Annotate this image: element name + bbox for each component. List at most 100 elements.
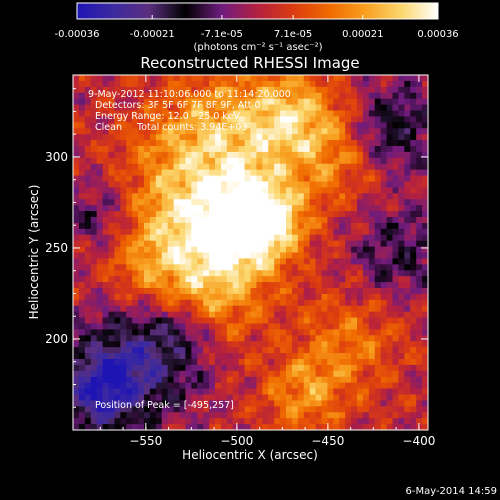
heatmap-cell bbox=[185, 370, 192, 378]
heatmap-cell bbox=[380, 98, 387, 105]
heatmap-cell bbox=[286, 305, 293, 313]
heatmap-cell bbox=[380, 406, 387, 413]
heatmap-cell bbox=[315, 217, 322, 224]
heatmap-cell bbox=[155, 181, 163, 188]
heatmap-cell bbox=[220, 282, 228, 289]
heatmap-cell bbox=[374, 86, 382, 94]
heatmap-cell bbox=[149, 288, 157, 295]
heatmap-cell bbox=[327, 228, 334, 236]
heatmap-cell bbox=[191, 104, 198, 111]
heatmap-cell bbox=[327, 175, 334, 182]
heatmap-cell bbox=[203, 341, 210, 348]
heatmap-cell bbox=[250, 412, 257, 419]
heatmap-cell bbox=[149, 406, 157, 413]
heatmap-cell bbox=[398, 187, 405, 194]
heatmap-cell bbox=[232, 293, 240, 301]
heatmap-cell bbox=[90, 86, 98, 94]
heatmap-cell bbox=[226, 282, 234, 289]
heatmap-cell bbox=[244, 80, 251, 88]
heatmap-cell bbox=[144, 424, 151, 430]
heatmap-cell bbox=[351, 412, 358, 419]
heatmap-cell bbox=[132, 234, 139, 242]
heatmap-cell bbox=[386, 311, 393, 318]
heatmap-cell bbox=[404, 134, 411, 141]
heatmap-cell bbox=[90, 282, 98, 289]
heatmap-cell bbox=[315, 75, 322, 82]
heatmap-cell bbox=[274, 128, 281, 135]
heatmap-cell bbox=[274, 98, 281, 105]
heatmap-cell bbox=[179, 157, 186, 165]
heatmap-cell bbox=[167, 394, 174, 401]
heatmap-cell bbox=[345, 193, 352, 200]
heatmap-cell bbox=[238, 376, 245, 384]
heatmap-cell bbox=[73, 163, 80, 171]
heatmap-cell bbox=[84, 305, 92, 313]
heatmap-cell bbox=[392, 412, 399, 419]
heatmap-cell bbox=[126, 217, 133, 224]
heatmap-cell bbox=[132, 293, 139, 301]
heatmap-cell bbox=[173, 347, 180, 354]
heatmap-cell bbox=[90, 169, 98, 176]
heatmap-cell bbox=[102, 222, 109, 230]
heatmap-cell bbox=[215, 140, 222, 147]
heatmap-cell bbox=[268, 92, 275, 100]
heatmap-cell bbox=[78, 140, 86, 147]
heatmap-cell bbox=[120, 270, 127, 277]
heatmap-cell bbox=[280, 80, 287, 88]
heatmap-cell bbox=[155, 169, 163, 176]
heatmap-cell bbox=[398, 258, 405, 265]
heatmap-cell bbox=[84, 80, 92, 88]
heatmap-cell bbox=[416, 211, 423, 218]
heatmap-cell bbox=[102, 424, 109, 430]
heatmap-cell bbox=[102, 323, 109, 330]
heatmap-cell bbox=[84, 418, 92, 425]
heatmap-cell bbox=[114, 128, 121, 135]
heatmap-cell bbox=[339, 359, 346, 366]
heatmap-cell bbox=[155, 199, 163, 206]
heatmap-cell bbox=[238, 258, 245, 265]
heatmap-cell bbox=[286, 341, 293, 348]
heatmap-cell bbox=[339, 329, 346, 336]
heatmap-cell bbox=[268, 246, 275, 253]
heatmap-cell bbox=[339, 418, 346, 425]
heatmap-cell bbox=[244, 299, 251, 307]
heatmap-cell bbox=[220, 323, 228, 330]
heatmap-cell bbox=[291, 317, 299, 324]
heatmap-cell bbox=[149, 424, 157, 430]
heatmap-cell bbox=[392, 193, 399, 200]
heatmap-cell bbox=[262, 75, 269, 82]
heatmap-cell bbox=[315, 187, 322, 194]
heatmap-cell bbox=[410, 252, 417, 259]
heatmap-cell bbox=[333, 418, 340, 425]
heatmap-cell bbox=[274, 406, 281, 413]
heatmap-cell bbox=[315, 412, 322, 419]
heatmap-cell bbox=[120, 193, 127, 200]
heatmap-cell bbox=[197, 181, 204, 188]
heatmap-cell bbox=[232, 199, 240, 206]
heatmap-cell bbox=[321, 181, 328, 188]
heatmap-cell bbox=[191, 388, 198, 395]
heatmap-cell bbox=[268, 122, 275, 129]
heatmap-cell bbox=[220, 364, 228, 372]
heatmap-cell bbox=[161, 353, 169, 360]
heatmap-cell bbox=[392, 276, 399, 283]
heatmap-cell bbox=[73, 134, 80, 141]
heatmap-cell bbox=[362, 199, 370, 206]
heatmap-cell bbox=[161, 270, 169, 277]
heatmap-cell bbox=[96, 199, 103, 206]
heatmap-cell bbox=[374, 163, 382, 171]
heatmap-cell bbox=[392, 258, 399, 265]
heatmap-cell bbox=[197, 359, 204, 366]
heatmap-cell bbox=[333, 228, 340, 236]
heatmap-cell bbox=[132, 270, 139, 277]
heatmap-cell bbox=[84, 104, 92, 111]
heatmap-cell bbox=[203, 317, 210, 324]
heatmap-cell bbox=[185, 388, 192, 395]
heatmap-cell bbox=[386, 116, 393, 123]
heatmap-cell bbox=[220, 169, 228, 176]
heatmap-cell bbox=[297, 75, 305, 82]
heatmap-cell bbox=[209, 187, 216, 194]
heatmap-cell bbox=[209, 412, 216, 419]
heatmap-cell bbox=[244, 406, 251, 413]
heatmap-cell bbox=[84, 382, 92, 389]
